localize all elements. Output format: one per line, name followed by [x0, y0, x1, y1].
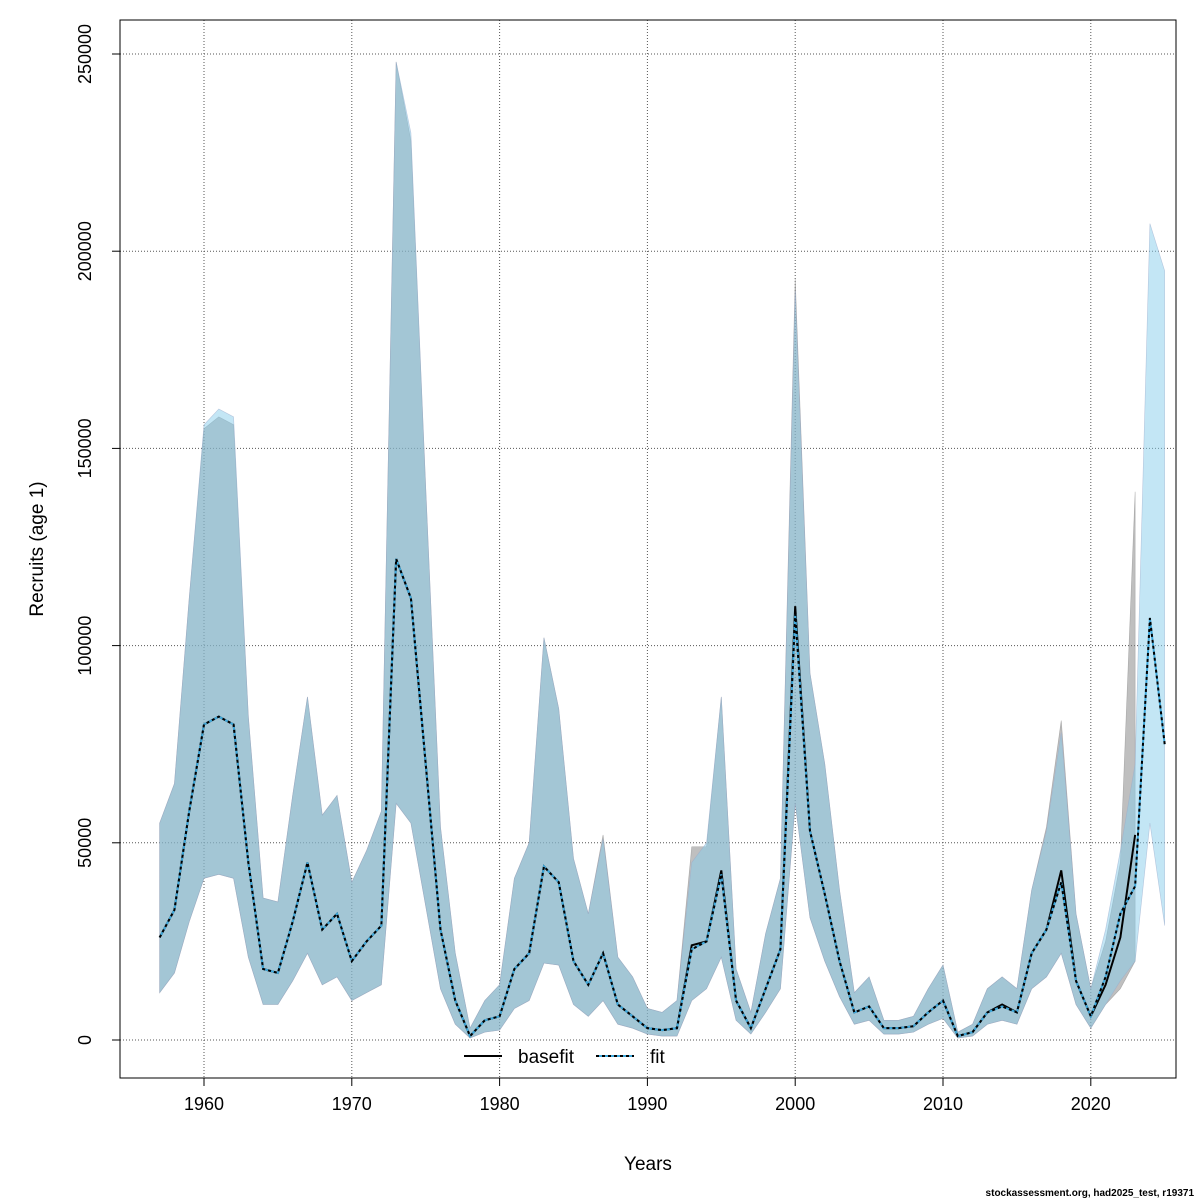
y-tick-label: 250000: [75, 24, 95, 84]
grid: [120, 20, 1176, 1078]
confidence-bands: [159, 61, 1165, 1039]
x-tick-label: 2020: [1071, 1094, 1111, 1114]
legend-basefit-label: basefit: [518, 1047, 575, 1068]
x-tick-label: 1980: [480, 1094, 520, 1114]
y-tick-label: 100000: [75, 616, 95, 676]
y-tick-label: 50000: [75, 818, 95, 868]
y-axis-label: Recruits (age 1): [27, 481, 48, 616]
fit-confidence-band: [159, 61, 1165, 1039]
x-tick-label: 1970: [332, 1094, 372, 1114]
x-tick-label: 2000: [775, 1094, 815, 1114]
fit-line: [158, 558, 1166, 1038]
y-tick-label: 150000: [75, 418, 95, 478]
legend-fit-label: fit: [650, 1047, 666, 1068]
legend: basefit fit: [464, 1047, 666, 1068]
y-tick-label: 200000: [75, 221, 95, 281]
x-tick-label: 1960: [184, 1094, 224, 1114]
x-axis-label: Years: [624, 1154, 672, 1175]
x-tick-label: 1990: [627, 1094, 667, 1114]
x-tick-label: 2010: [923, 1094, 963, 1114]
series-lines: [158, 558, 1166, 1038]
footer-text: stockassessment.org, had2025_test, r1937…: [986, 1188, 1195, 1199]
y-axis: 0 50000 100000 150000 200000 250000: [75, 24, 120, 1045]
y-tick-label: 0: [75, 1035, 95, 1045]
x-axis: 1960 1970 1980 1990 2000 2010 2020: [184, 1078, 1111, 1114]
plot-frame: [119, 19, 1177, 1079]
